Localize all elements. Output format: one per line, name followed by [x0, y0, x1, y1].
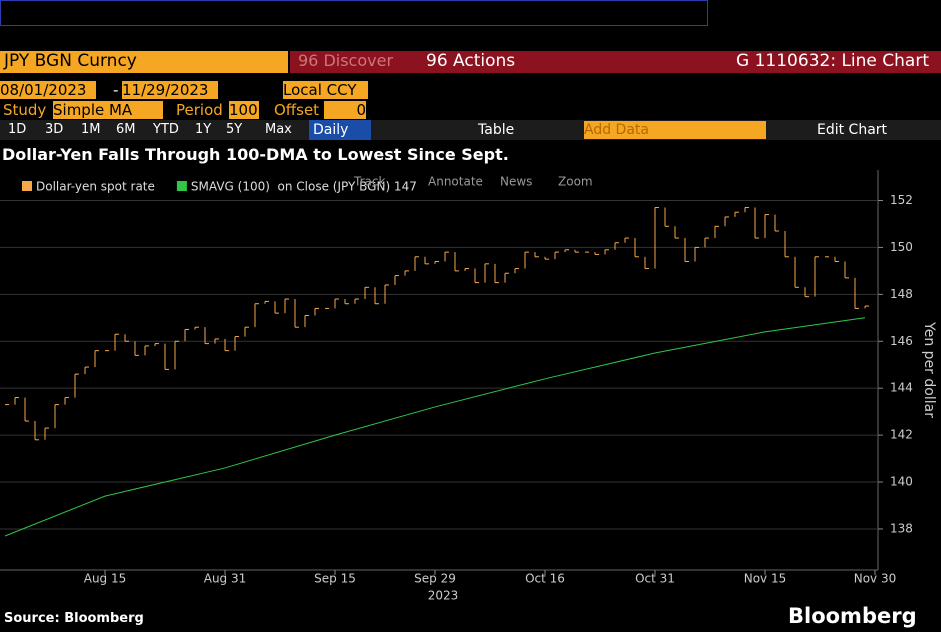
table[interactable]: Table — [478, 122, 515, 138]
y-tick-label: 144 — [890, 381, 913, 395]
offset-label: Offset — [274, 101, 320, 119]
x-tick-label: Sep 15 — [314, 572, 356, 586]
legend-swatch — [22, 181, 32, 191]
y-tick-label: 140 — [890, 475, 913, 489]
actions[interactable]: 96 Actions — [426, 51, 516, 71]
x-tick-label: Aug 31 — [204, 572, 247, 586]
offset[interactable]: 0 — [324, 101, 366, 119]
period[interactable]: 100 — [229, 101, 259, 119]
tool[interactable]: Zoom — [558, 175, 593, 189]
tool[interactable]: Track — [353, 175, 385, 189]
x-tick-label: Oct 16 — [525, 572, 565, 586]
tool[interactable]: Annotate — [428, 175, 483, 189]
add-data[interactable]: Add Data — [584, 121, 766, 139]
y-tick-label: 138 — [890, 521, 913, 535]
security[interactable]: JPY BGN Curncy — [0, 51, 288, 73]
y-axis-label: Yen per dollar — [921, 321, 937, 418]
range-button[interactable]: Max — [265, 122, 292, 137]
y-tick-label: 142 — [890, 428, 913, 442]
y-tick-label: 152 — [890, 193, 913, 207]
x-tick-label: Oct 31 — [635, 572, 675, 586]
chart-title: Dollar-Yen Falls Through 100-DMA to Lowe… — [2, 145, 509, 164]
sma-line — [4, 317, 866, 537]
range-button[interactable]: YTD — [153, 122, 179, 137]
study[interactable]: Simple MA — [53, 101, 163, 119]
period-label: Period — [176, 101, 223, 119]
range-button[interactable]: 3D — [45, 122, 64, 137]
y-tick-label: 148 — [890, 287, 913, 301]
y-tick-label: 146 — [890, 334, 913, 348]
source: Source: Bloomberg — [4, 611, 144, 626]
x-tick-label: Nov 15 — [744, 572, 787, 586]
command-line[interactable] — [0, 0, 708, 26]
x-tick-label: Nov 30 — [854, 572, 897, 586]
range-button[interactable]: 1M — [81, 122, 101, 137]
start-date[interactable]: 08/01/2023 — [0, 81, 96, 99]
brand: Bloomberg — [788, 604, 917, 628]
legend-label: Dollar-yen spot rate — [36, 180, 155, 194]
x-axis-label: 2023 — [428, 589, 459, 603]
tool[interactable]: News — [500, 175, 532, 189]
y-tick-label: 150 — [890, 240, 913, 254]
range-button[interactable]: 1D — [8, 122, 27, 137]
legend-swatch — [176, 181, 187, 191]
discover[interactable]: 96 Discover — [298, 51, 394, 70]
title-bar — [290, 51, 941, 73]
x-tick-label: Aug 15 — [84, 572, 127, 586]
study-label: Study — [3, 101, 47, 119]
legend-label: SMAVG (100) on Close (JPY BGN) 147 — [191, 180, 417, 194]
window-title: G 1110632: Line Chart — [736, 51, 929, 71]
x-tick-label: Sep 29 — [414, 572, 456, 586]
end-date[interactable]: 11/29/2023 — [122, 81, 218, 99]
range-button[interactable]: 6M — [116, 122, 136, 137]
currency[interactable]: Local CCY — [283, 81, 368, 99]
edit-chart[interactable]: Edit Chart — [817, 122, 888, 138]
range-button[interactable]: 5Y — [226, 122, 243, 137]
range-button[interactable]: 1Y — [195, 122, 212, 137]
frequency[interactable]: Daily — [309, 120, 371, 140]
